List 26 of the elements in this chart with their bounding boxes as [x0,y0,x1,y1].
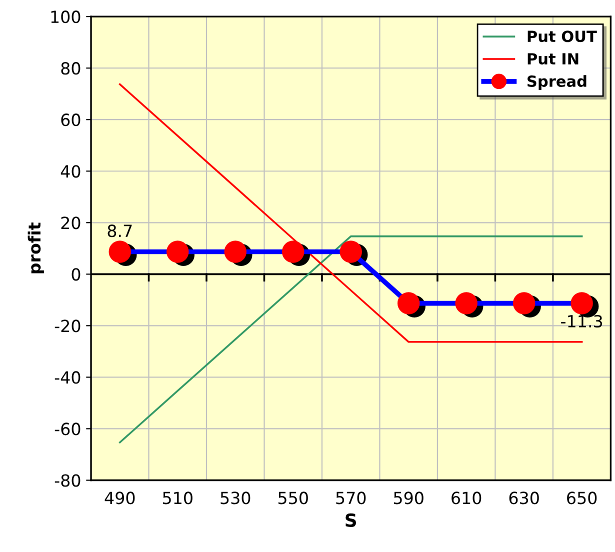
data-label: 8.7 [108,224,132,238]
x-tick-label: 510 [163,492,192,504]
data-label: -11.3 [561,314,602,328]
y-tick-label: -40 [54,371,80,384]
y-tick-label: -80 [54,474,80,487]
y-tick-label: 40 [60,165,80,178]
y-tick-label: -20 [54,320,80,332]
x-tick-label: 490 [104,492,135,504]
legend-label: Put OUT [528,30,597,42]
x-tick-label: 570 [336,492,366,504]
y-tick-label: 100 [51,10,80,24]
x-tick-label: 650 [567,492,597,504]
x-tick-label: 590 [394,492,424,504]
x-axis-title: S [346,513,356,528]
y-tick-label: 80 [61,62,80,75]
x-tick-label: 530 [220,492,250,504]
y-tick-label: 20 [61,216,80,230]
y-tick-label: -60 [54,422,80,436]
x-tick-label: 610 [452,492,482,504]
legend-label: Put IN [528,53,578,65]
legend-label: Spread [528,75,586,90]
y-tick-label: 0 [72,268,80,281]
y-axis-title: profit [28,222,44,274]
y-tick-label: 60 [61,114,80,126]
x-tick-label: 630 [509,492,539,504]
x-tick-label: 550 [278,492,308,504]
